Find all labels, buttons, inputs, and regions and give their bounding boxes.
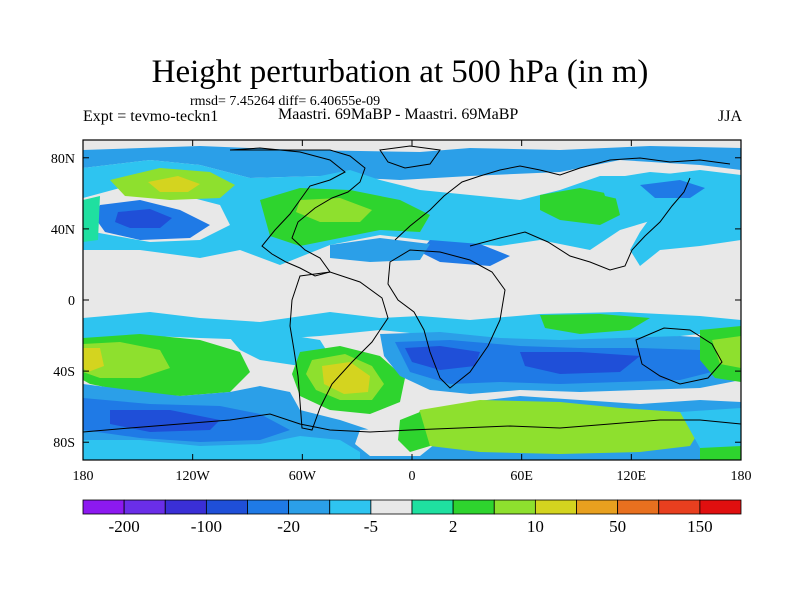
colorbar-label: 150: [687, 517, 713, 536]
contour-region: [296, 198, 372, 222]
colorbar-label: 2: [449, 517, 458, 536]
stats-label: rmsd= 7.45264 diff= 6.40655e-09: [190, 94, 381, 109]
x-axis: 180 120W 60W 0 60E 120E 180: [73, 140, 752, 484]
colorbar-swatch: [288, 499, 331, 515]
colorbar-swatch: [329, 499, 372, 515]
coastline-australia: [635, 327, 723, 385]
contour-region: [640, 180, 705, 198]
colorbar-swatch: [370, 499, 413, 515]
contour-region: [322, 362, 370, 394]
contour-region: [110, 410, 220, 432]
colorbar-label: 10: [527, 517, 544, 536]
contour-region: [412, 400, 700, 454]
coastline-antarctica: [83, 413, 741, 433]
coastlines: [83, 145, 741, 433]
coastline-south-america: [289, 271, 389, 431]
coastline-africa: [387, 249, 506, 389]
y-tick-label: 0: [68, 294, 75, 309]
contour-region: [540, 188, 620, 225]
x-tick-label: 180: [731, 469, 752, 484]
coastline-europe: [394, 157, 731, 241]
season-label: JJA: [717, 108, 742, 125]
colorbar-swatch: [534, 499, 577, 515]
x-tick-label: 0: [409, 469, 416, 484]
colorbar: -200 -100 -20 -5 2 10 50 150: [82, 499, 742, 536]
contour-region: [330, 238, 430, 262]
colorbar-swatch: [123, 499, 166, 515]
coastline-asia: [469, 177, 691, 271]
x-tick-label: 60E: [510, 469, 533, 484]
colorbar-swatch: [247, 499, 290, 515]
contour-region: [520, 352, 640, 374]
contour-region: [83, 146, 741, 180]
colorbar-label: -20: [277, 517, 300, 536]
contour-region: [115, 209, 172, 228]
contour-region: [405, 346, 480, 370]
colorbar-swatch: [699, 499, 742, 515]
contour-region: [83, 342, 170, 378]
colorbar-swatch: [411, 499, 454, 515]
x-tick-label: 120W: [176, 469, 211, 484]
contour-region: [398, 412, 430, 452]
experiment-label: Expt = tevmo-teckn1: [83, 108, 219, 125]
y-axis: 80N 40N 0 40S 80S: [51, 152, 741, 451]
colorbar-swatch: [493, 499, 536, 515]
colorbar-swatch: [164, 499, 207, 515]
y-tick-label: 40S: [53, 365, 75, 380]
colorbar-swatch: [658, 499, 701, 515]
contour-region: [83, 196, 100, 242]
contour-region: [148, 176, 200, 192]
colorbar-label: -5: [364, 517, 378, 536]
colorbar-label: -100: [191, 517, 222, 536]
y-tick-label: 80S: [53, 436, 75, 451]
comparison-label: Maastri. 69MaBP - Maastri. 69MaBP: [278, 106, 519, 123]
contour-region: [700, 446, 741, 460]
contour-region: [83, 436, 360, 460]
plot-title: Height perturbation at 500 hPa (in m): [151, 54, 649, 90]
contour-region: [83, 348, 104, 372]
y-tick-label: 40N: [51, 223, 75, 238]
contour-fields: [83, 146, 741, 460]
contour-region: [680, 408, 741, 450]
colorbar-label: 50: [609, 517, 626, 536]
x-tick-label: 120E: [617, 469, 647, 484]
colorbar-swatch: [617, 499, 660, 515]
x-tick-label: 180: [73, 469, 94, 484]
x-tick-label: 60W: [289, 469, 317, 484]
coastline-greenland: [379, 145, 441, 169]
contour-region: [540, 314, 650, 334]
y-tick-label: 80N: [51, 152, 75, 167]
colorbar-swatch: [576, 499, 619, 515]
coastline-north-america: [229, 147, 366, 277]
colorbar-swatch: [205, 499, 248, 515]
colorbar-swatch: [452, 499, 495, 515]
contour-region: [420, 240, 510, 266]
contour-region: [712, 336, 741, 368]
colorbar-label: -200: [109, 517, 140, 536]
colorbar-swatch: [82, 499, 125, 515]
